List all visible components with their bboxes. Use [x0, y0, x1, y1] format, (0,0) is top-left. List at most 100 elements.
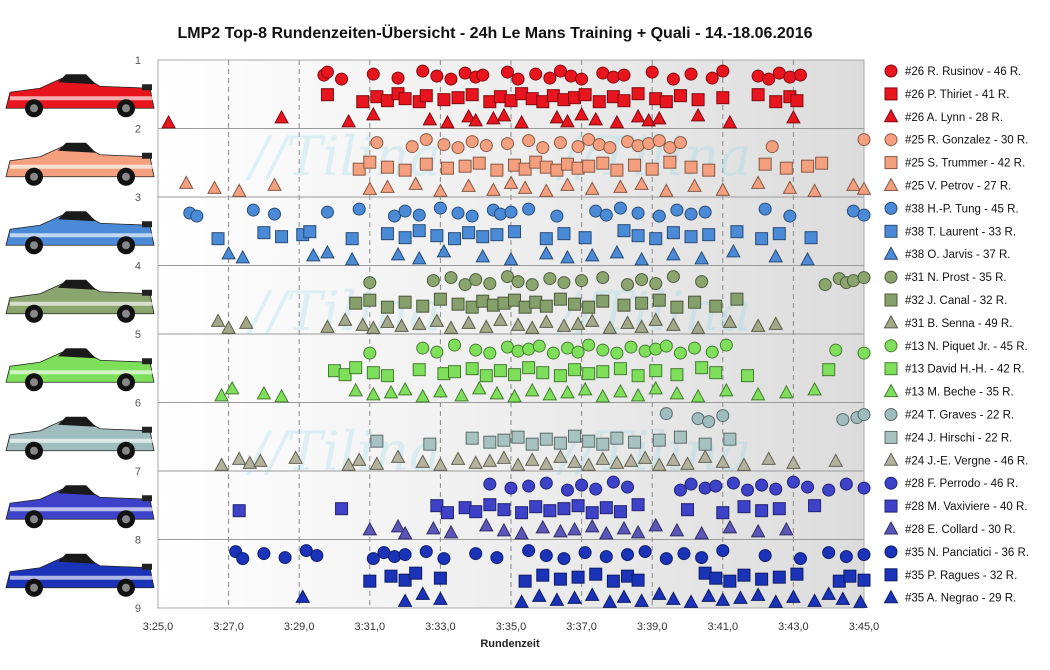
data-point [691, 93, 705, 107]
data-point [504, 94, 518, 108]
data-point [398, 231, 412, 245]
data-point [397, 381, 413, 396]
data-point [493, 312, 508, 326]
data-point [246, 203, 260, 217]
data-point [609, 455, 625, 469]
data-point [454, 387, 469, 402]
data-point [669, 385, 685, 400]
watermark-text: //Tilina [555, 125, 751, 188]
series-group [370, 133, 871, 155]
data-point [673, 89, 687, 103]
legend-marker [883, 383, 899, 398]
data-point [730, 292, 744, 306]
data-point [411, 250, 427, 265]
data-point [458, 278, 472, 292]
data-point [652, 209, 666, 223]
data-point [493, 207, 507, 221]
data-point [472, 156, 486, 170]
data-point [709, 571, 723, 585]
data-point [702, 163, 716, 177]
data-point [606, 70, 620, 84]
data-point [628, 435, 642, 449]
series-group [363, 566, 871, 588]
data-point [444, 271, 458, 285]
data-point [702, 228, 716, 242]
legend-entry: #24 J.-E. Vergne - 46 R. [905, 455, 1028, 467]
data-point [522, 479, 536, 493]
data-point [426, 520, 441, 535]
data-point [649, 232, 663, 246]
data-point [433, 383, 448, 398]
data-point [390, 518, 406, 533]
data-point [716, 64, 730, 78]
data-point [659, 552, 673, 566]
data-point [274, 109, 289, 124]
y-tick-label: 1 [135, 55, 141, 67]
data-point [758, 157, 772, 171]
data-point [295, 589, 311, 603]
data-point [673, 346, 687, 360]
data-point [736, 457, 752, 471]
data-point [510, 457, 526, 471]
data-point [557, 502, 571, 516]
data-point [356, 95, 370, 109]
data-point [857, 208, 871, 222]
data-point [582, 300, 596, 314]
data-point [659, 95, 673, 109]
series-group [349, 292, 744, 314]
data-point [716, 544, 730, 558]
data-point [366, 366, 380, 380]
data-point [716, 506, 730, 520]
data-point [649, 342, 663, 356]
data-point [718, 382, 734, 397]
data-point [857, 133, 871, 147]
y-tick-label: 5 [135, 329, 141, 341]
data-point [577, 381, 593, 396]
data-point [539, 299, 553, 313]
data-point [207, 180, 222, 194]
data-point [750, 386, 766, 401]
data-point [524, 320, 540, 334]
data-point [211, 232, 225, 246]
legend-entry: #35 A. Negrao - 29 R. [905, 593, 1016, 605]
data-point [448, 338, 462, 352]
legend-marker [883, 108, 899, 123]
data-point [772, 502, 786, 516]
data-point [617, 68, 631, 82]
data-point [461, 108, 476, 123]
data-point [567, 454, 582, 468]
data-point [630, 524, 646, 539]
data-point [486, 110, 501, 125]
data-point [448, 365, 462, 379]
data-point [448, 232, 462, 246]
data-point [430, 499, 444, 513]
data-point [857, 346, 871, 360]
data-point [716, 91, 730, 105]
data-point [500, 270, 514, 284]
series-group [320, 87, 804, 109]
data-point [553, 572, 567, 586]
data-point [416, 299, 430, 313]
data-point [355, 317, 371, 331]
data-point [531, 588, 547, 602]
data-point [341, 113, 356, 128]
data-point [723, 432, 737, 446]
legend-marker [884, 64, 898, 78]
data-point [299, 544, 313, 558]
data-point [690, 107, 706, 122]
data-point [518, 574, 532, 588]
data-point [677, 547, 691, 561]
data-point [694, 525, 709, 540]
y-tick-label: 2 [135, 124, 141, 136]
data-point [801, 480, 815, 494]
data-point [807, 183, 822, 197]
data-point [503, 251, 519, 266]
data-point [370, 434, 384, 448]
data-point [221, 320, 236, 334]
data-point [365, 320, 381, 334]
data-point [433, 201, 447, 215]
legend-entry: #28 M. Vaxiviere - 40 R. [905, 501, 1028, 513]
car-images [5, 74, 155, 597]
data-point [737, 500, 751, 514]
legend-marker [884, 224, 898, 238]
